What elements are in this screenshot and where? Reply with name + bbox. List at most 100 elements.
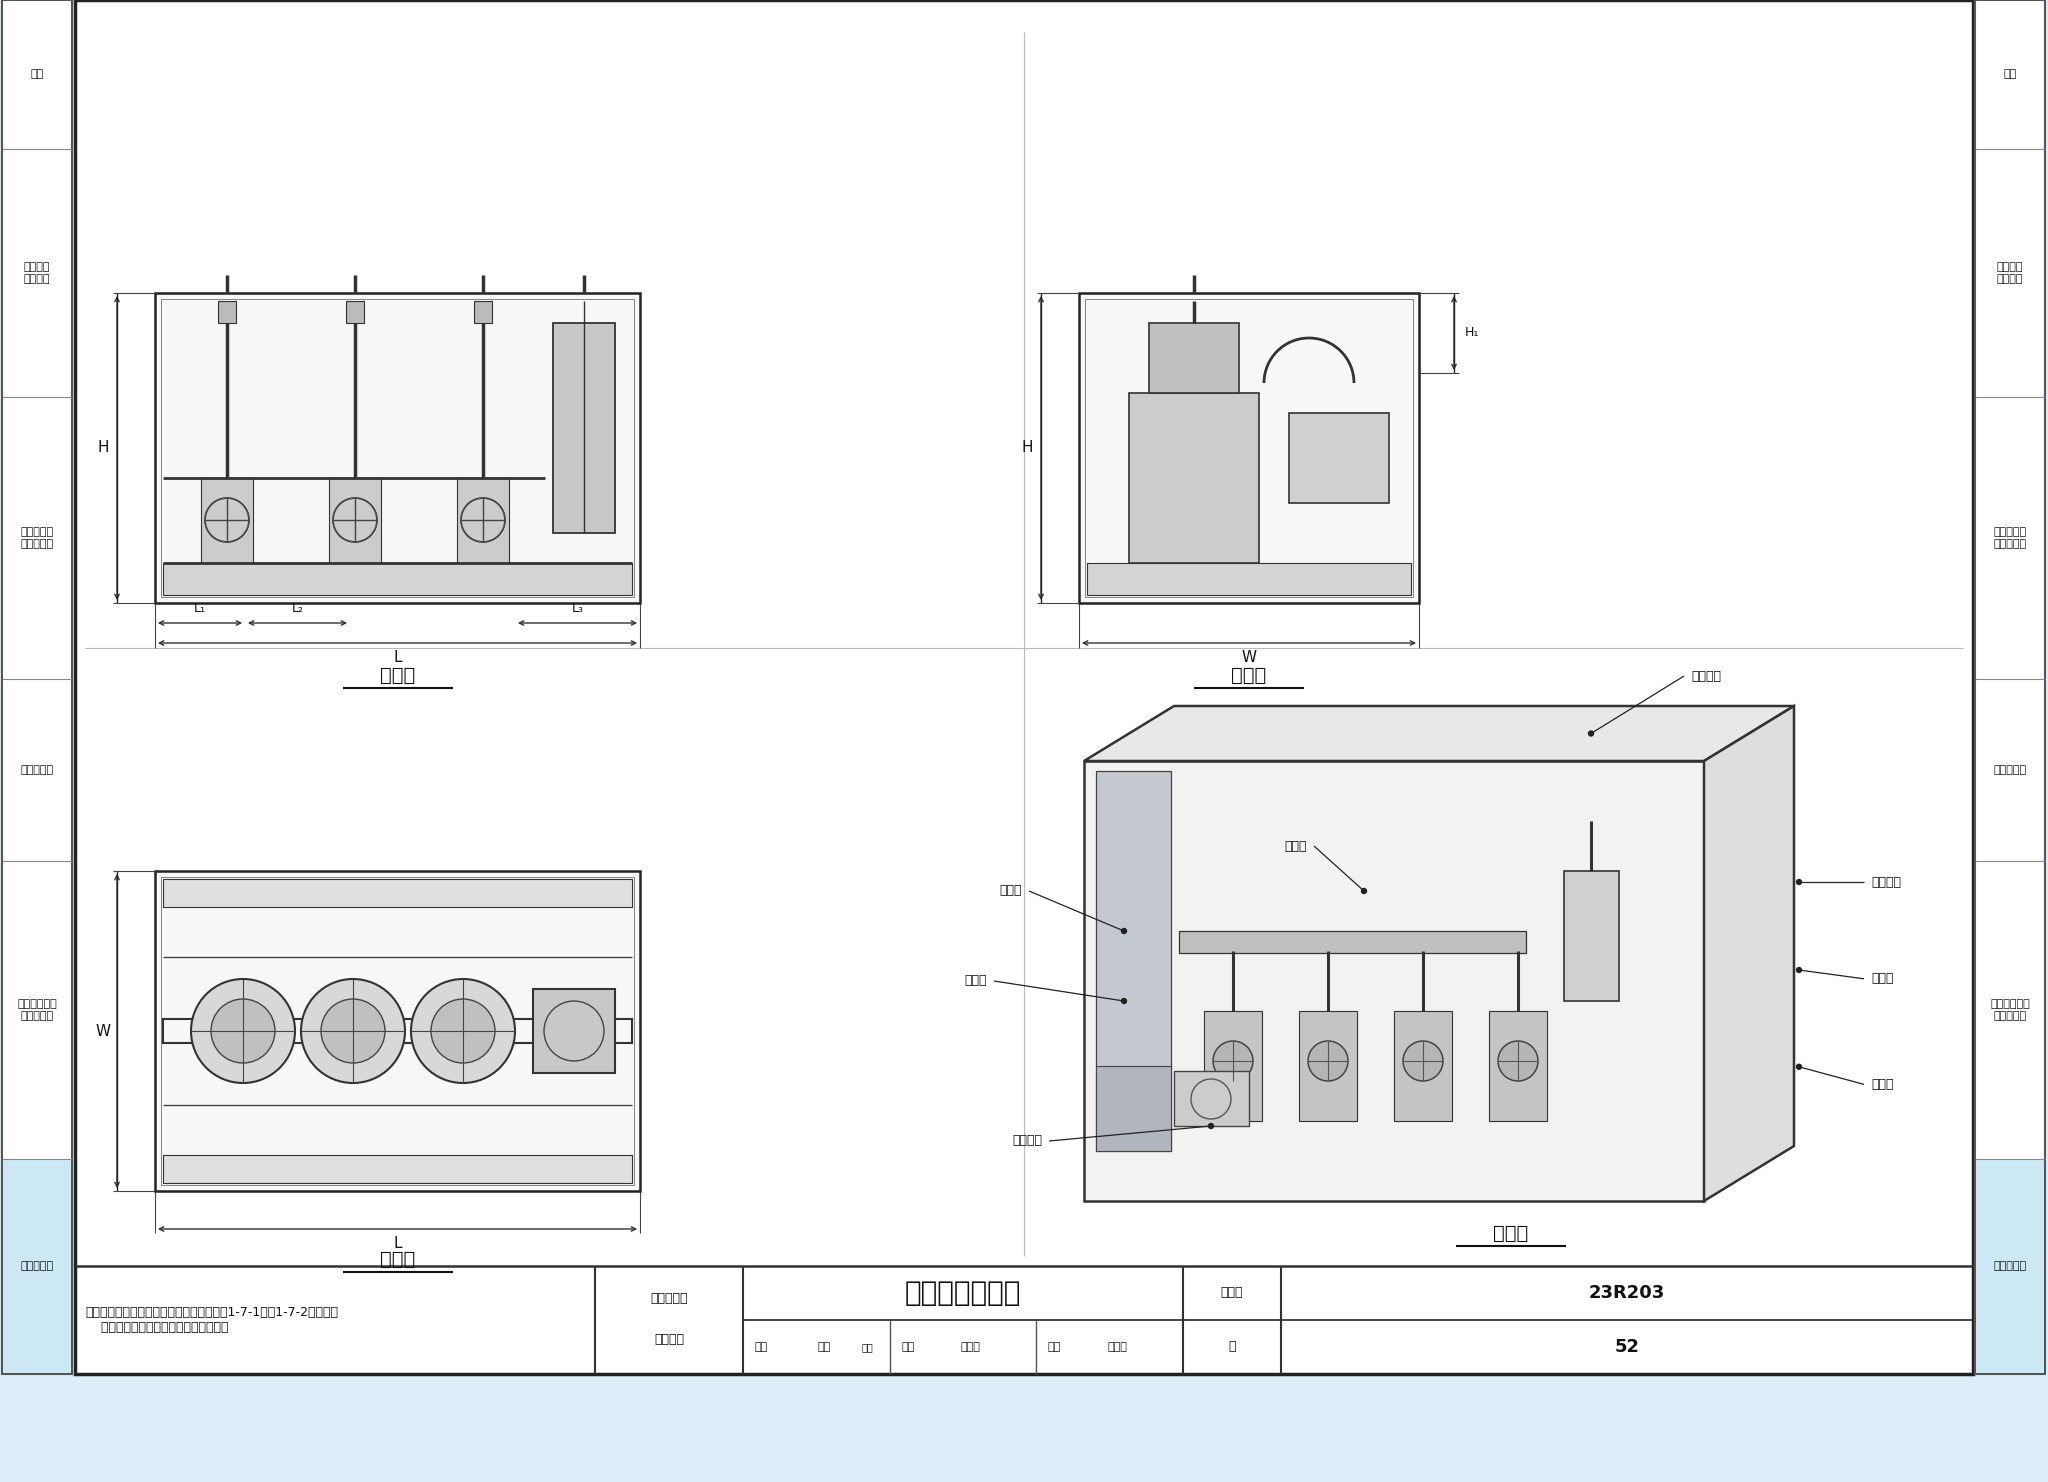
Text: 机房装配式
建造与安装: 机房装配式 建造与安装 <box>20 528 53 548</box>
Bar <box>1087 563 1411 594</box>
Text: 整装式机房: 整装式机房 <box>1993 765 2028 775</box>
Circle shape <box>412 980 514 1083</box>
Circle shape <box>301 980 406 1083</box>
Bar <box>2 0 72 1374</box>
Text: W: W <box>96 1024 111 1039</box>
Text: 模块化机组: 模块化机组 <box>20 1261 53 1272</box>
Text: L: L <box>393 1236 401 1251</box>
Circle shape <box>1589 731 1593 737</box>
Text: 冷却水泵: 冷却水泵 <box>1872 876 1901 889</box>
Bar <box>532 988 614 1073</box>
Text: 平面图: 平面图 <box>379 1249 416 1269</box>
Text: L₁: L₁ <box>195 603 207 615</box>
Circle shape <box>1796 968 1802 972</box>
Text: 箱式多功能: 箱式多功能 <box>651 1292 688 1304</box>
Circle shape <box>1309 1040 1348 1080</box>
Bar <box>201 479 254 563</box>
Bar <box>1976 1160 2044 1372</box>
Bar <box>1288 413 1389 502</box>
Bar <box>164 563 633 594</box>
Text: 页: 页 <box>1229 1341 1235 1353</box>
Circle shape <box>1403 1040 1444 1080</box>
Circle shape <box>190 980 295 1083</box>
Text: 机房附属设备
和管道配件: 机房附属设备 和管道配件 <box>16 999 57 1021</box>
Text: 冷水泵: 冷水泵 <box>1872 1077 1894 1091</box>
Text: 机房典型
工程实例: 机房典型 工程实例 <box>25 262 51 285</box>
Text: 玉霁: 玉霁 <box>862 1343 874 1352</box>
Text: 配电箱: 配电箱 <box>965 975 987 987</box>
Text: 泵组模块: 泵组模块 <box>653 1332 684 1346</box>
Circle shape <box>322 999 385 1063</box>
Bar <box>1395 1011 1452 1120</box>
Text: 赵霁: 赵霁 <box>817 1343 829 1352</box>
Bar <box>164 1020 633 1043</box>
Bar <box>1180 931 1526 953</box>
Circle shape <box>211 999 274 1063</box>
Text: 定压装置: 定压装置 <box>1692 670 1720 683</box>
Bar <box>1085 299 1413 597</box>
Text: H₁: H₁ <box>1464 326 1479 339</box>
Text: 校对: 校对 <box>901 1343 913 1352</box>
Bar <box>164 879 633 907</box>
Bar <box>164 1154 633 1183</box>
Text: 图集号: 图集号 <box>1221 1286 1243 1300</box>
Text: 过滤装置: 过滤装置 <box>1012 1135 1042 1147</box>
Circle shape <box>1497 1040 1538 1080</box>
Bar <box>2 1160 72 1372</box>
Bar <box>1149 323 1239 393</box>
Text: 出水管: 出水管 <box>1872 972 1894 986</box>
Text: 设计: 设计 <box>1049 1343 1061 1352</box>
Text: 进水管: 进水管 <box>1284 839 1307 852</box>
Bar <box>156 871 639 1192</box>
Text: 整装式机房: 整装式机房 <box>20 765 53 775</box>
Bar <box>1128 393 1260 563</box>
Bar <box>162 299 635 597</box>
Circle shape <box>1212 1040 1253 1080</box>
Bar <box>1204 1011 1262 1120</box>
Bar <box>1974 0 2046 1374</box>
Bar <box>1079 293 1419 603</box>
Text: 泵组模块外形图: 泵组模块外形图 <box>905 1279 1022 1307</box>
Circle shape <box>1796 879 1802 885</box>
Text: 23R203: 23R203 <box>1589 1283 1665 1303</box>
Circle shape <box>1796 1064 1802 1070</box>
Polygon shape <box>1083 705 1794 760</box>
Text: 附录: 附录 <box>2003 70 2017 80</box>
Text: L₂: L₂ <box>291 603 303 615</box>
Bar <box>1298 1011 1358 1120</box>
Text: L: L <box>393 649 401 664</box>
Bar <box>457 479 510 563</box>
Bar <box>1565 871 1620 1000</box>
Bar <box>1174 1071 1249 1126</box>
Circle shape <box>1362 889 1366 894</box>
Text: W: W <box>1241 649 1257 664</box>
Bar <box>1096 771 1171 1152</box>
Text: H: H <box>96 440 109 455</box>
Text: 机房附属设备
和管道配件: 机房附属设备 和管道配件 <box>1991 999 2030 1021</box>
Bar <box>217 301 236 323</box>
Text: 机房典型
工程实例: 机房典型 工程实例 <box>1997 262 2023 285</box>
Circle shape <box>1122 929 1126 934</box>
Bar <box>346 301 365 323</box>
Text: 立面图: 立面图 <box>379 665 416 685</box>
Circle shape <box>430 999 496 1063</box>
Bar <box>473 301 492 323</box>
Bar <box>1083 760 1704 1200</box>
Text: H: H <box>1022 440 1032 455</box>
Polygon shape <box>1704 705 1794 1200</box>
Text: L₃: L₃ <box>571 603 584 615</box>
Text: 机房装配式
建造与安装: 机房装配式 建造与安装 <box>1993 528 2028 548</box>
Bar <box>162 877 635 1186</box>
Bar <box>156 293 639 603</box>
Text: 注：本页对应的立式泵组参数表见本图集表1-7-1、表1-7-2，选用时
    应根据专业生产企业提供的资料复核。: 注：本页对应的立式泵组参数表见本图集表1-7-1、表1-7-2，选用时 应根据专… <box>86 1306 338 1334</box>
Circle shape <box>1208 1123 1214 1128</box>
Text: 附录: 附录 <box>31 70 43 80</box>
Text: 侧面图: 侧面图 <box>1231 665 1266 685</box>
Text: 审核: 审核 <box>754 1343 768 1352</box>
Bar <box>553 323 614 534</box>
Text: 模块化机组: 模块化机组 <box>1993 1261 2028 1272</box>
Circle shape <box>1122 999 1126 1003</box>
Text: 沈彬彬: 沈彬彬 <box>961 1343 981 1352</box>
Bar <box>1489 1011 1546 1120</box>
Text: 52: 52 <box>1614 1338 1640 1356</box>
